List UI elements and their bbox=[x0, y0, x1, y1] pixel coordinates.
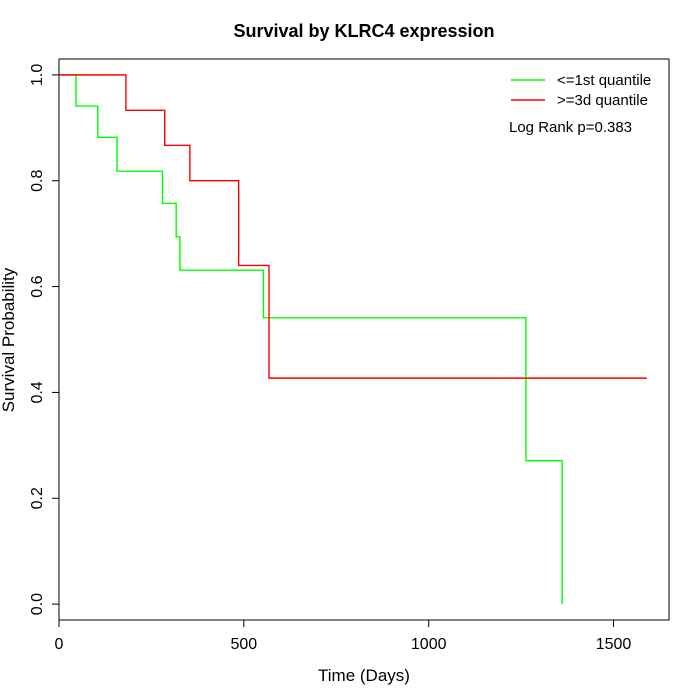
y-tick-label: 0.0 bbox=[29, 593, 46, 615]
series-line-1 bbox=[59, 74, 563, 605]
y-tick-label: 0.6 bbox=[29, 275, 46, 297]
legend-label: >=3d quantile bbox=[557, 92, 648, 109]
x-tick-label: 1000 bbox=[411, 636, 447, 653]
series-layer bbox=[59, 74, 647, 605]
x-axis: 0 500 1000 1500 bbox=[55, 619, 632, 653]
y-axis-label: Survival Probability bbox=[0, 267, 18, 412]
y-tick-label: 0.2 bbox=[29, 487, 46, 509]
x-tick-label: 500 bbox=[230, 636, 257, 653]
log-rank-annotation: Log Rank p=0.383 bbox=[509, 119, 632, 136]
series-line-2 bbox=[59, 74, 647, 379]
chart-title: Survival by KLRC4 expression bbox=[233, 21, 494, 41]
legend-label: <=1st quantile bbox=[557, 72, 651, 89]
x-tick-label: 0 bbox=[55, 636, 64, 653]
y-axis: 0.0 0.2 0.4 0.6 0.8 1.0 bbox=[29, 64, 60, 615]
y-tick-label: 1.0 bbox=[29, 64, 46, 86]
x-axis-label: Time (Days) bbox=[318, 666, 410, 685]
legend: <=1st quantile >=3d quantile bbox=[511, 72, 651, 109]
y-tick-label: 0.8 bbox=[29, 170, 46, 192]
x-tick-label: 1500 bbox=[596, 636, 632, 653]
plot-frame bbox=[58, 58, 670, 621]
y-tick-label: 0.4 bbox=[29, 381, 46, 403]
